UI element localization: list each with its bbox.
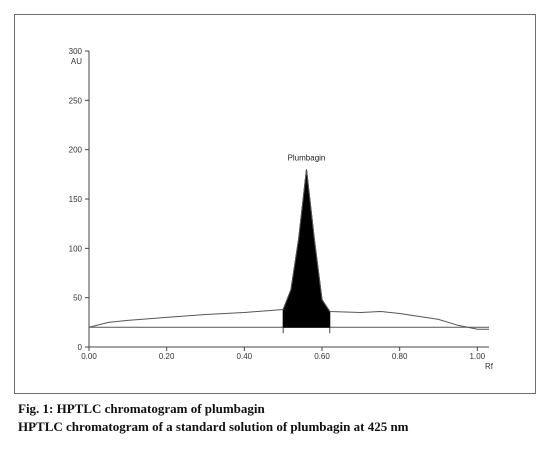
y-tick-label: 50	[73, 294, 82, 303]
y-tick-label: 250	[69, 96, 83, 105]
chromatogram-line	[88, 169, 489, 330]
x-tick-label: 0.80	[392, 352, 408, 361]
y-axis-unit: AU	[71, 57, 82, 66]
y-tick-label: 100	[69, 244, 83, 253]
chart-frame: 0 50 100 150 200 250 300 AU 0.00 0.20 0.40 0.60 0.80…	[14, 14, 536, 394]
y-tick-label: 0	[78, 343, 83, 352]
y-tick-label: 200	[69, 146, 83, 155]
figure-title: Fig. 1: HPTLC chromatogram of plumbagin	[18, 401, 265, 416]
y-tick-label: 150	[69, 195, 83, 204]
x-tick-label: 0.00	[81, 352, 97, 361]
x-tick-label: 0.40	[237, 352, 253, 361]
x-tick-label: 0.20	[159, 352, 175, 361]
figure-description: HPTLC chromatogram of a standard solutio…	[18, 419, 409, 434]
x-tick-label: 1.00	[470, 352, 486, 361]
x-tick-label: 0.60	[314, 352, 330, 361]
peak-label: Plumbagin	[288, 153, 326, 162]
y-tick-label: 300	[69, 47, 83, 56]
x-axis-unit: Rf	[485, 362, 494, 371]
peak-area	[282, 169, 331, 328]
